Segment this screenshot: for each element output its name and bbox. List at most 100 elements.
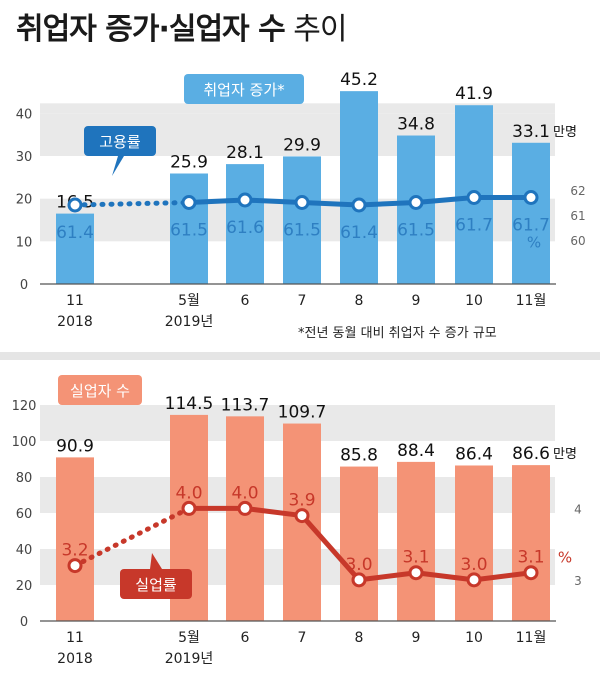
bar	[56, 213, 94, 284]
line-unit-label: %	[558, 549, 572, 567]
bar-value-label: 109.7	[278, 403, 327, 423]
line-value-label: 61.7	[455, 216, 493, 236]
line-dotted-segment	[72, 200, 192, 208]
bar-value-label: 113.7	[221, 395, 270, 415]
page-title: 취업자 증가·실업자 수 추이	[16, 4, 347, 48]
x-tick-label: 9	[412, 630, 421, 646]
line-point	[523, 565, 539, 581]
y2-tick-label: 3	[574, 574, 582, 588]
line-value-label: 3.1	[517, 548, 544, 568]
y-tick-label: 60	[16, 507, 33, 522]
x-tick-label: 11	[66, 630, 84, 646]
line-value-label: 3.2	[61, 541, 88, 561]
bar	[512, 465, 550, 621]
x-tick-label: 5월	[178, 630, 200, 646]
line-point	[466, 190, 482, 205]
bar	[397, 461, 435, 621]
line-point	[523, 190, 539, 205]
series-label-box	[58, 375, 142, 405]
section-divider	[0, 352, 600, 360]
line-value-label: 3.0	[460, 555, 487, 575]
employment-chart: 01020304060616216.525.928.129.945.234.84…	[16, 70, 586, 330]
bar	[226, 416, 264, 621]
line-label-box	[120, 569, 192, 599]
x-tick-label: 7	[298, 293, 307, 309]
x-tick-label: 7	[298, 630, 307, 646]
x-tick-label: 5월	[178, 293, 200, 309]
y-tick-label: 20	[16, 579, 33, 594]
x-tick-label: 6	[241, 630, 250, 646]
bar-value-label: 41.9	[455, 84, 493, 104]
y2-tick-label: 62	[570, 184, 585, 198]
x-tick-label: 10	[465, 293, 483, 309]
bar	[455, 465, 493, 621]
bar-value-label: 90.9	[56, 436, 94, 456]
line-point	[67, 558, 83, 574]
bar-value-label: 86.4	[455, 444, 493, 464]
line-point	[466, 572, 482, 588]
y-tick-label: 0	[20, 278, 28, 293]
line-point	[67, 197, 83, 213]
bar	[340, 91, 378, 284]
bar	[226, 164, 264, 284]
line-value-label: 61.5	[397, 221, 435, 241]
bar-value-label: 33.1	[512, 122, 550, 142]
x-year-label: 2018	[57, 314, 93, 330]
line-label: 실업률	[135, 576, 177, 594]
bar-unit-label: 만명	[553, 447, 577, 462]
bar	[512, 142, 550, 284]
y-tick-label: 100	[12, 435, 37, 450]
series-label: 취업자 증가*	[203, 81, 285, 99]
x-tick-label: 9	[412, 293, 421, 309]
bar	[56, 457, 94, 621]
y-tick-label: 120	[12, 399, 37, 414]
bar	[170, 173, 208, 284]
grid-band	[40, 103, 555, 114]
unemployment-chart: 0 20 40 60 80 100 120 3 4 90.9 114.5 113.7 109.7 85.8…	[12, 375, 582, 667]
x-tick-label: 11월	[516, 630, 547, 646]
line-point	[181, 195, 197, 210]
line-point	[181, 500, 197, 516]
line-value-label: 3.1	[402, 548, 429, 568]
bar-value-label: 25.9	[170, 152, 208, 172]
line-value-label: 61.4	[340, 223, 378, 243]
bar-value-label: 86.6	[512, 444, 550, 464]
x-year-label: 2018	[57, 651, 93, 667]
line-label-pointer	[112, 156, 124, 176]
bar-value-label: 29.9	[283, 135, 321, 155]
line-point	[294, 195, 310, 210]
y2-tick-label: 61	[570, 209, 585, 223]
x-tick-label: 6	[241, 293, 250, 309]
line-dotted-segment	[72, 505, 192, 569]
y-tick-label: 20	[16, 193, 33, 208]
line-point	[237, 192, 253, 208]
line-value-label: 4.0	[231, 483, 258, 503]
y2-tick-label: 4	[574, 502, 582, 516]
line-point	[351, 572, 367, 588]
line-point	[408, 195, 424, 210]
bar-value-label: 34.8	[397, 115, 435, 135]
bar-value-label: 28.1	[226, 143, 264, 163]
line-label-pointer	[150, 553, 162, 569]
series-label: 실업자 수	[70, 382, 130, 400]
series-label-box	[184, 74, 304, 104]
line-value-label: 3.0	[345, 555, 372, 575]
x-year-label: 2019년	[165, 651, 214, 667]
y-tick-label: 10	[16, 235, 33, 250]
bar-unit-label: 만명	[553, 125, 577, 140]
line-point	[408, 565, 424, 581]
bar-value-label: 114.5	[165, 394, 214, 414]
bar	[283, 156, 321, 284]
line-label-box	[84, 126, 156, 156]
line-label: 고용률	[99, 133, 141, 151]
title-main: 취업자 증가·실업자 수	[16, 12, 286, 47]
line-point	[294, 508, 310, 524]
x-tick-label: 8	[355, 293, 364, 309]
y-tick-label: 40	[16, 107, 33, 122]
line-value-label: 4.0	[175, 483, 202, 503]
bar-value-label: 45.2	[340, 70, 378, 90]
bar	[340, 466, 378, 621]
x-tick-label: 8	[355, 630, 364, 646]
x-tick-label: 11	[66, 293, 84, 309]
